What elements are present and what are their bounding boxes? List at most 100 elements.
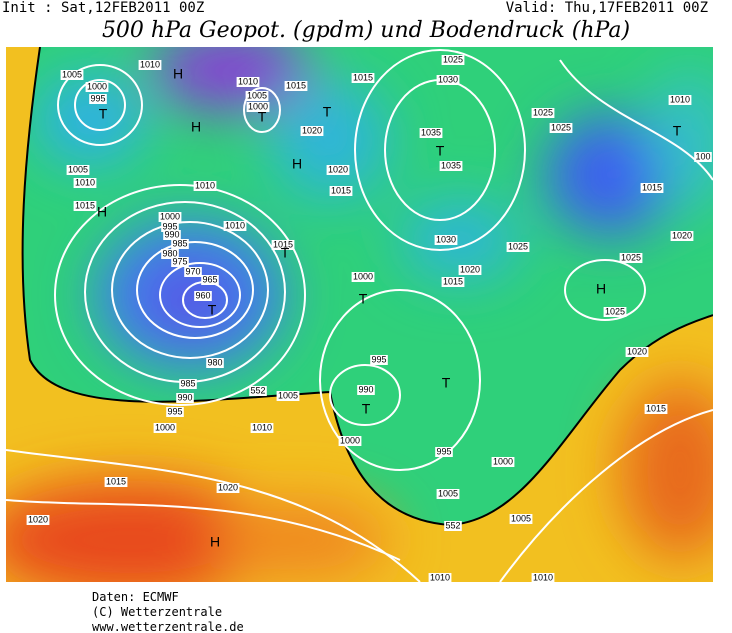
label-background xyxy=(161,222,179,232)
label-background xyxy=(441,55,465,65)
url: www.wetterzentrale.de xyxy=(92,620,244,633)
isobar-label: 995 xyxy=(162,221,177,231)
isobar-label: 1015 xyxy=(273,239,293,249)
label-background xyxy=(249,386,267,396)
label-background xyxy=(60,70,84,80)
label-background xyxy=(435,447,453,457)
isobar-label: 1030 xyxy=(436,234,456,244)
isobar-label: 1005 xyxy=(278,390,298,400)
label-background xyxy=(531,108,555,118)
isobar-label: 1000 xyxy=(493,456,513,466)
isobar-label: 995 xyxy=(167,406,182,416)
isobar-label: 990 xyxy=(358,384,373,394)
label-background xyxy=(166,407,184,417)
label-background xyxy=(329,186,353,196)
isobar-label: 1015 xyxy=(646,403,666,413)
label-background xyxy=(153,423,177,433)
pressure-center: T xyxy=(208,302,217,318)
isobar-label: 1010 xyxy=(225,220,245,230)
isobar-label: 1010 xyxy=(252,422,272,432)
label-background xyxy=(194,291,212,301)
isobar-label: 1005 xyxy=(511,513,531,523)
isobar-label: 1020 xyxy=(302,125,322,135)
title: 500 hPa Geopot. (gpdm) und Bodendruck (h… xyxy=(101,18,631,43)
label-background xyxy=(161,249,179,259)
isobar-label: 1025 xyxy=(551,122,571,132)
isobar-label: 995 xyxy=(90,93,105,103)
isobar-label: 980 xyxy=(162,248,177,258)
pressure-center: H xyxy=(191,119,201,135)
label-background xyxy=(158,212,182,222)
label-background xyxy=(351,272,375,282)
isobar-label: 1025 xyxy=(621,252,641,262)
label-background xyxy=(26,515,50,525)
label-background xyxy=(236,77,260,87)
isobar-label: 1000 xyxy=(248,101,268,111)
pressure-center: H xyxy=(210,534,220,550)
isobar-label: 1020 xyxy=(460,264,480,274)
pressure-center: T xyxy=(436,143,445,159)
isobar-label: 1020 xyxy=(672,230,692,240)
isobar-label: 985 xyxy=(172,238,187,248)
label-background xyxy=(300,126,324,136)
label-background xyxy=(506,242,530,252)
isobar-label: 995 xyxy=(371,354,386,364)
weather-map: 10051000995T1010HH101010051000T101510051… xyxy=(6,47,713,582)
isobar-label: 1025 xyxy=(508,241,528,251)
field xyxy=(6,47,713,582)
label-background xyxy=(171,239,189,249)
label-background xyxy=(531,573,555,582)
isobar-label: 1015 xyxy=(443,276,463,286)
isobar-label: 1005 xyxy=(62,69,82,79)
label-background xyxy=(184,267,202,277)
isobar-label: 1030 xyxy=(438,74,458,84)
isobar-label: 1005 xyxy=(68,164,88,174)
isobar-label: 1000 xyxy=(353,271,373,281)
label-background xyxy=(439,161,463,171)
isobar-label: 970 xyxy=(185,266,200,276)
isobar-label: 1020 xyxy=(627,346,647,356)
map-labels: 10051000995T1010HH101010051000T101510051… xyxy=(26,54,712,582)
isobar-label: 990 xyxy=(177,392,192,402)
isobar-label: 1025 xyxy=(533,107,553,117)
label-background xyxy=(428,573,452,582)
label-background xyxy=(276,391,300,401)
pressure-center: T xyxy=(359,291,368,307)
isobar-label: 1010 xyxy=(430,572,450,582)
isobar-label: 985 xyxy=(180,378,195,388)
isobar-label: 995 xyxy=(436,446,451,456)
label-background xyxy=(357,385,375,395)
label-background xyxy=(625,347,649,357)
label-background xyxy=(138,60,162,70)
isobar-label: 1015 xyxy=(353,72,373,82)
isobar-label: 552 xyxy=(250,385,265,395)
isobar-label: 975 xyxy=(172,256,187,266)
pressure-center: H xyxy=(596,281,606,297)
init-time: Init : Sat,12FEB2011 00Z xyxy=(2,0,205,16)
pressure-center: T xyxy=(323,104,332,120)
data-source: Daten: ECMWF xyxy=(92,590,179,604)
isobar-label: 1000 xyxy=(160,211,180,221)
isobar-label: 980 xyxy=(207,357,222,367)
label-background xyxy=(176,393,194,403)
valid-time: Valid: Thu,17FEB2011 00Z xyxy=(505,0,708,16)
label-background xyxy=(338,436,362,446)
label-background xyxy=(89,94,107,104)
label-background xyxy=(458,265,482,275)
label-background xyxy=(250,423,274,433)
pressure-center: H xyxy=(97,204,107,220)
label-background xyxy=(193,181,217,191)
label-background xyxy=(436,75,460,85)
label-background xyxy=(104,477,128,487)
isobar-label: 1005 xyxy=(438,488,458,498)
label-background xyxy=(644,404,668,414)
label-background xyxy=(441,277,465,287)
label-background xyxy=(201,275,219,285)
label-background xyxy=(444,521,462,531)
label-background xyxy=(171,257,189,267)
isobar-label: 1010 xyxy=(238,76,258,86)
label-background xyxy=(179,379,197,389)
pressure-center: T xyxy=(258,109,267,125)
pressure-center: T xyxy=(99,106,108,122)
